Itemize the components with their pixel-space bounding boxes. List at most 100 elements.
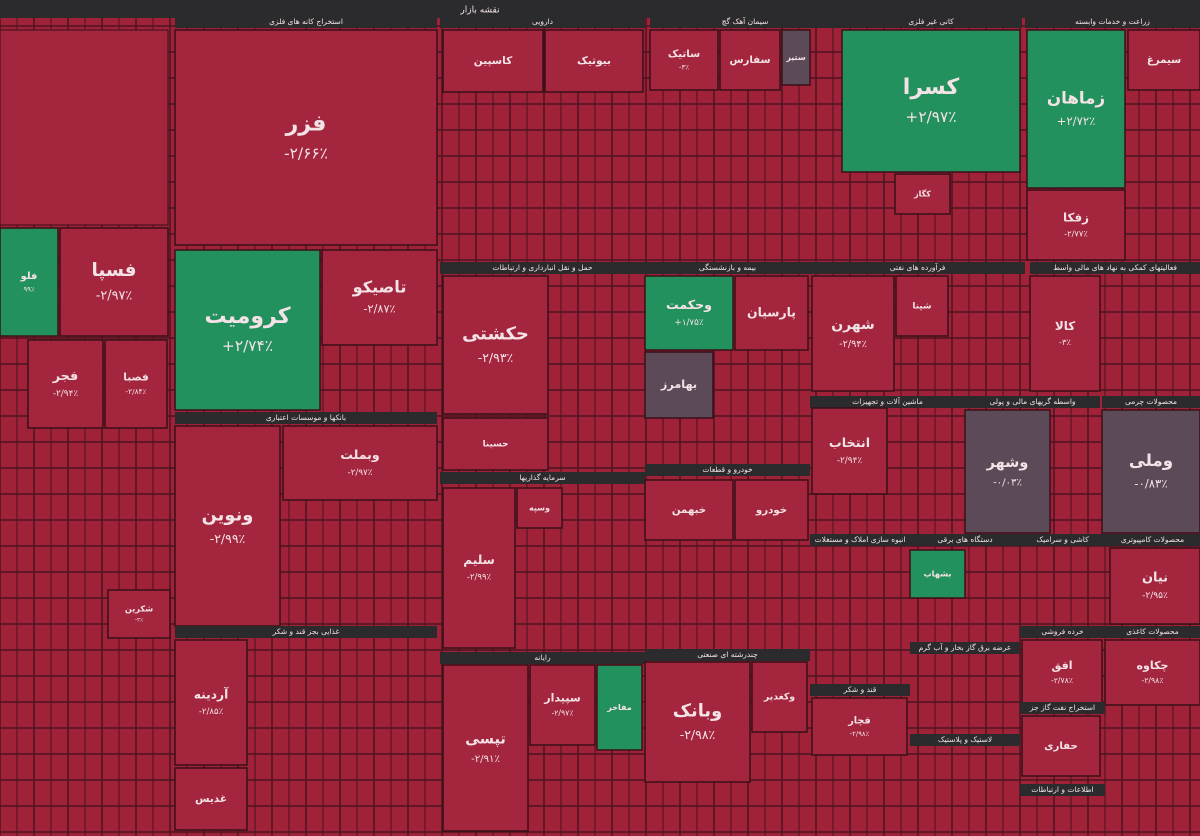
tile [734,479,809,541]
sector-header: محصولات چرمی [1125,397,1177,406]
tile-symbol: آردینه [194,687,229,702]
tile-symbol: چکاوه [1137,659,1169,672]
tile-symbol: مفاخر [606,703,632,712]
tile [719,29,781,91]
tile [811,697,908,756]
tile-symbol: قچار [847,716,871,727]
sector-header: فرآورده های نفتی [890,262,946,272]
tile-symbol: حفاری [1044,741,1078,752]
sector-header-bar [810,262,1025,274]
sector-header-bar [440,262,645,274]
tile-change: -۲/۸۵٪ [199,707,224,717]
tile-symbol: سیمرغ [1147,55,1181,66]
sector-header: واسطه گریهای مالی و پولی [989,397,1075,406]
tile-symbol: فصبا [123,372,149,384]
tile [442,29,544,93]
tile [282,425,438,501]
tile [644,275,734,351]
tile-change: +۱/۷۵٪ [674,318,704,328]
tile-change: +۲/۹۷٪ [905,108,956,126]
tile-symbol: بشهاب [923,569,951,580]
tile-change: -۲/۹۳٪ [478,350,514,365]
tile-change: ۹۹٪ [23,285,34,293]
tile [734,275,809,351]
tile-change: -۲/۹۸٪ [1142,676,1164,685]
tile-symbol: شکرین [125,604,153,615]
tile [442,275,549,415]
tile [1127,29,1200,91]
sector-header: سرمایه گذاریها [519,473,565,482]
tile-change: -۲/۹۱٪ [471,754,500,765]
tile [751,661,808,733]
sector-header: انبوه سازی املاک و مستغلات [815,535,906,544]
tile-change: -۲/۹۷٪ [552,708,574,717]
sector-header-bar [175,626,437,638]
tile-symbol: حکشتی [462,323,529,344]
tile [1104,639,1200,706]
tile-symbol: وحکمت [666,297,712,312]
tile-change: -۲/۹۸٪ [680,727,716,742]
tile-change: -۲/۸۴٪ [126,387,147,396]
sector-header-bar [1105,534,1200,546]
tile-symbol: کالا [1055,319,1075,333]
tile [1101,409,1200,534]
tile-symbol: بهامرز [660,378,697,391]
tile-change: +۲/۷۲٪ [1057,114,1096,128]
tile [442,664,529,832]
tile [781,29,811,86]
tile [644,661,751,783]
tile [321,249,438,346]
sector-header-bar [1020,626,1105,638]
sector-header-bar [645,649,810,661]
tile-change: -۲/۹۵٪ [1142,591,1168,601]
sector-header-bar [1030,262,1200,274]
tile [644,479,734,541]
tile [516,487,563,529]
tile [59,227,169,337]
tile-symbol: انتخاب [829,436,870,451]
tile-symbol: غدیس [195,793,227,805]
sector-header-bar [645,464,810,476]
tile-change: -۲/۹۸٪ [850,730,870,738]
tile-symbol: شپنا [912,302,931,312]
tile-change: +۲/۷۴٪ [222,337,273,355]
sector-header-bar [910,534,1020,546]
tile-symbol: فلو [20,271,38,282]
tile-change: -۰/۰۳٪ [993,477,1022,488]
sector-header: استخراج نفت گاز جز [1029,703,1095,712]
tile [909,549,966,599]
tile [1026,29,1126,189]
tile [0,29,169,226]
tile-symbol: ساتیک [668,49,700,60]
sector-header-bar [910,734,1020,746]
tile [529,664,596,746]
tile-symbol: کاسپین [474,55,513,67]
sector-header: لاستیک و پلاستیک [938,735,992,744]
tile-symbol: تاصیکو [352,277,407,296]
sector-header-bar [810,534,910,546]
tile-symbol: تپسی [465,731,506,747]
tile [894,173,951,215]
sector-header-bar [440,652,645,664]
sector-header-bar [810,684,910,696]
tile-symbol: وکغدیر [763,692,795,703]
tile [895,275,949,337]
tile [174,29,438,246]
tile-symbol: کرومیت [204,304,290,329]
tile-symbol: پارسیان [747,305,796,320]
tile [811,407,888,495]
sector-header: حمل و نقل انبارداری و ارتباطات [492,263,593,272]
sector-header-bar [175,412,437,424]
sector-header: خودرو و قطعات [702,465,753,474]
sector-header-bar [440,472,645,484]
sector-header: زراعت و خدمات وابسته [1075,17,1150,26]
sector-header-bar [1020,702,1105,714]
sector-header: فعالیتهای کمکی به نهاد های مالی واسط [1053,263,1177,272]
tile-symbol: وبانک [673,700,722,721]
sector-header: بیمه و بازنشستگی [699,263,756,272]
sector-header: اطلاعات و ارتباطات [1031,785,1093,794]
sector-header-bar [1020,534,1105,546]
tile [0,227,59,337]
tile-symbol: افق [1052,659,1073,672]
